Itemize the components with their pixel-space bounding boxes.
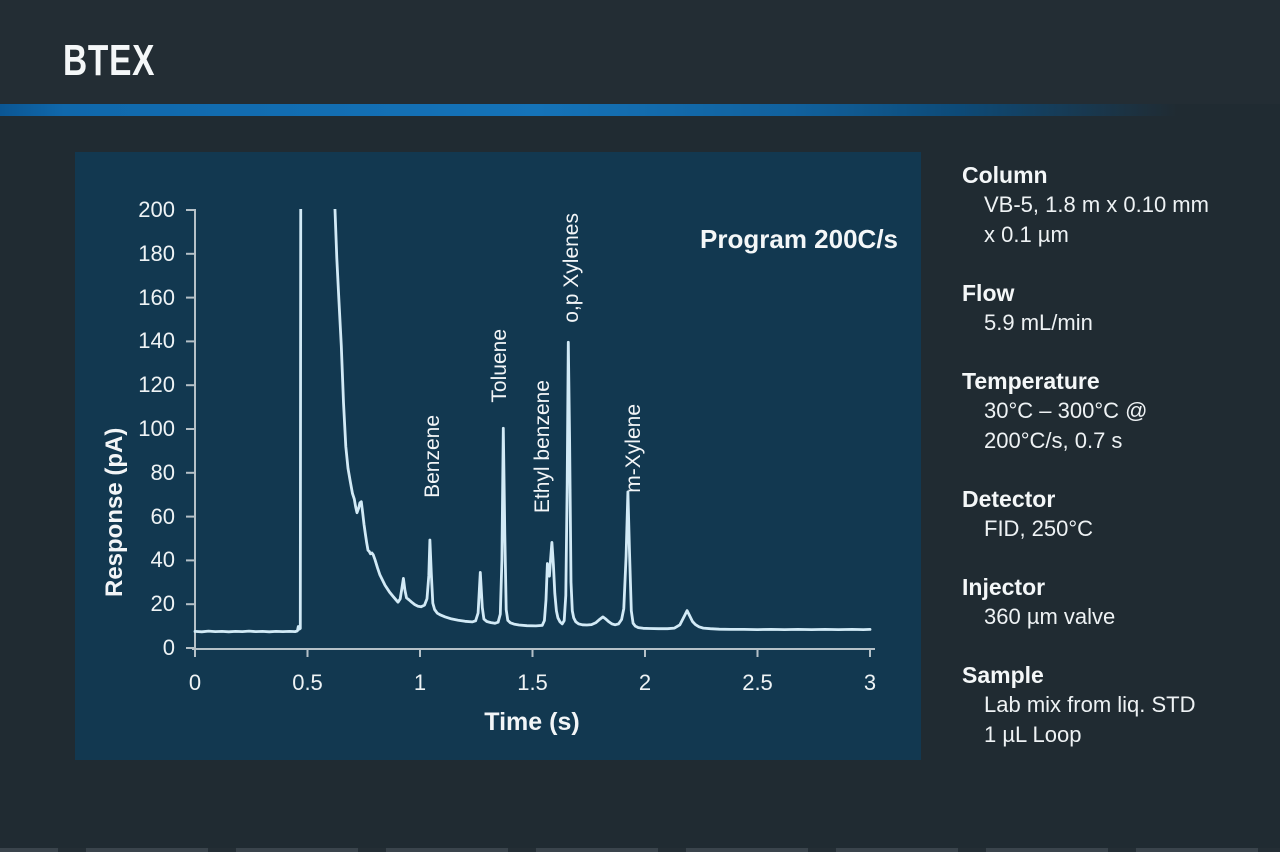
y-tick-label: 140 <box>138 328 175 354</box>
x-axis-title: Time (s) <box>484 708 580 736</box>
peak-label: m-Xylene <box>621 404 645 493</box>
peak-label: o,p Xylenes <box>560 213 584 324</box>
method-section-detector: Detector FID, 250°C <box>962 484 1274 544</box>
method-section-column: Column VB-5, 1.8 m x 0.10 mm x 0.1 µm <box>962 160 1274 250</box>
section-line: 30°C – 300°C @ <box>984 398 1148 423</box>
method-section-sample: Sample Lab mix from liq. STD 1 µL Loop <box>962 660 1274 750</box>
x-tick-label: 0 <box>188 670 202 695</box>
method-details: Column VB-5, 1.8 m x 0.10 mm x 0.1 µm Flow 5… <box>962 160 1274 778</box>
x-tick-label: 1.5 <box>517 670 548 695</box>
section-line: 360 µm valve <box>984 604 1116 629</box>
method-section-injector: Injector 360 µm valve <box>962 572 1274 632</box>
method-section-flow: Flow 5.9 mL/min <box>962 278 1274 338</box>
header-band <box>0 0 1280 104</box>
chromatogram-chart <box>186 209 875 657</box>
y-tick-label: 20 <box>150 591 175 617</box>
x-tick-label: 2.5 <box>742 670 773 695</box>
y-tick-label: 0 <box>162 635 175 660</box>
chromatogram-trace <box>193 209 872 634</box>
section-heading: Temperature <box>962 368 1100 394</box>
section-heading: Column <box>962 162 1048 188</box>
page-title: BTEX <box>63 36 156 85</box>
x-tick-label: 0.5 <box>292 670 323 695</box>
section-line: 200°C/s, 0.7 s <box>984 428 1123 453</box>
section-line: VB-5, 1.8 m x 0.10 mm <box>984 192 1209 217</box>
method-section-temperature: Temperature 30°C – 300°C @ 200°C/s, 0.7 s <box>962 366 1274 456</box>
section-line: FID, 250°C <box>984 516 1094 541</box>
section-line: 5.9 mL/min <box>984 310 1093 335</box>
section-line: 1 µL Loop <box>984 722 1082 747</box>
y-tick-label: 160 <box>138 284 175 310</box>
section-heading: Sample <box>962 662 1044 688</box>
peak-label: Benzene <box>421 415 445 498</box>
section-line: x 0.1 µm <box>984 222 1069 247</box>
y-tick-label: 80 <box>150 459 175 485</box>
peak-label: Ethyl benzene <box>531 380 555 514</box>
y-tick-label: 200 <box>138 197 175 222</box>
section-line: Lab mix from liq. STD <box>984 692 1196 717</box>
x-tick-label: 1 <box>413 670 427 695</box>
y-tick-label: 100 <box>138 416 175 441</box>
x-tick-label: 3 <box>863 670 877 695</box>
bottom-strip <box>0 848 1280 852</box>
x-tick-label: 2 <box>638 670 652 695</box>
accent-bar <box>0 104 1280 116</box>
y-tick-label: 60 <box>150 503 175 529</box>
peak-label: Toluene <box>488 328 512 403</box>
y-tick-label: 40 <box>150 547 175 573</box>
section-heading: Detector <box>962 486 1056 512</box>
y-tick-label: 180 <box>138 240 175 266</box>
y-tick-label: 120 <box>138 372 175 398</box>
section-heading: Flow <box>962 280 1015 306</box>
program-annotation: Program 200C/s <box>700 224 898 254</box>
section-heading: Injector <box>962 574 1046 600</box>
